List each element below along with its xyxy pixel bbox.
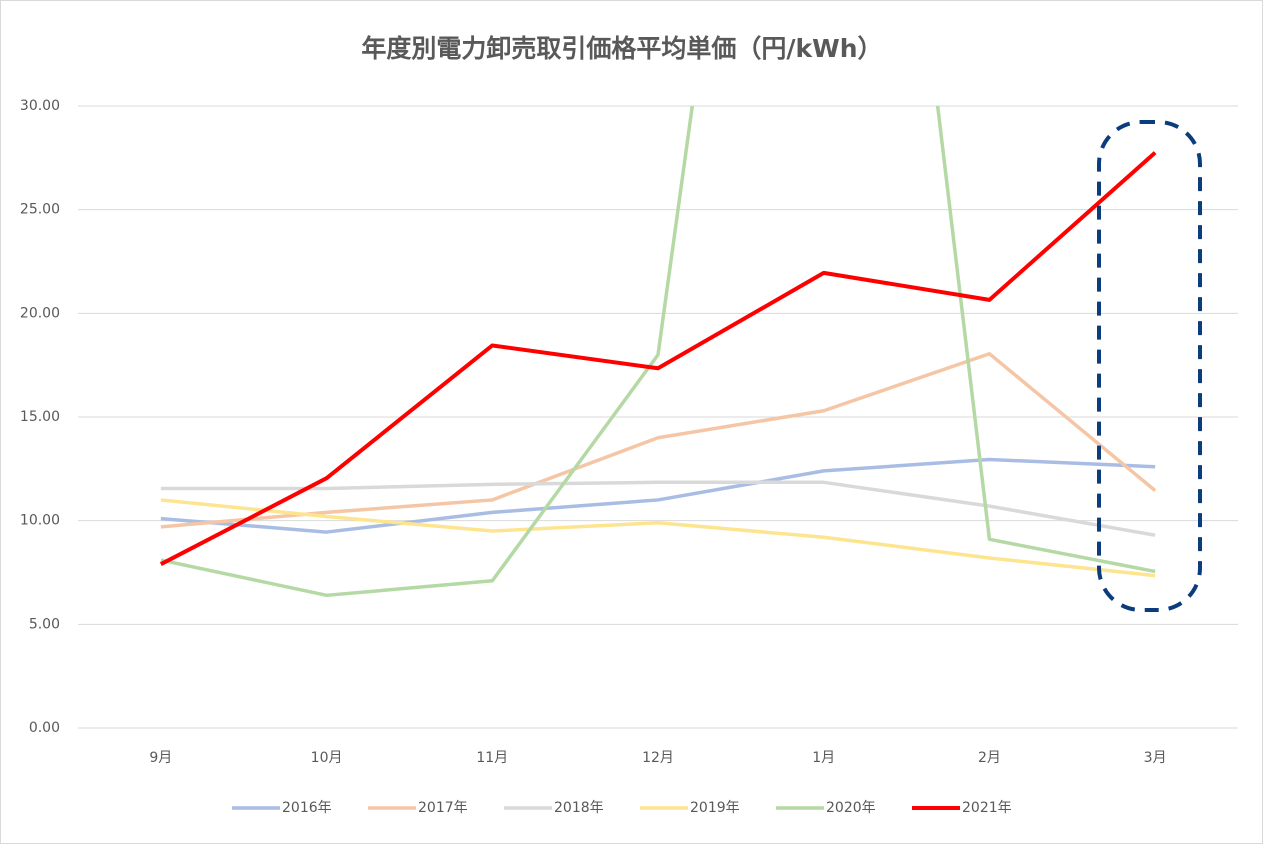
legend-label: 2016年: [282, 800, 332, 816]
highlight-ellipse: [1097, 120, 1202, 612]
series-line: [160, 457, 1156, 534]
y-tick-label: 5.00: [29, 616, 60, 632]
y-tick-label: 30.00: [20, 98, 60, 114]
y-tick-label: 10.00: [20, 513, 60, 529]
legend-label: 2020年: [826, 800, 876, 816]
chart-title: 年度別電力卸売取引価格平均単価（円/kWh）: [361, 34, 882, 63]
legend-label: 2021年: [962, 800, 1012, 816]
series-line: [160, 106, 1156, 598]
legend-label: 2019年: [690, 800, 740, 816]
x-tick-label: 1月: [812, 750, 835, 766]
x-tick-label: 2月: [978, 750, 1001, 766]
series-line: [160, 498, 1156, 578]
series-line: [160, 480, 1156, 537]
y-tick-label: 20.00: [20, 305, 60, 321]
y-tick-label: 15.00: [20, 409, 60, 425]
legend-label: 2017年: [418, 800, 468, 816]
y-tick-label: 25.00: [20, 202, 60, 218]
x-tick-label: 3月: [1144, 750, 1167, 766]
x-tick-label: 12月: [642, 750, 674, 766]
y-tick-label: 0.00: [29, 720, 60, 736]
x-tick-label: 9月: [149, 750, 172, 766]
x-tick-label: 10月: [311, 750, 343, 766]
series-line: [160, 352, 1157, 529]
x-tick-label: 11月: [476, 750, 508, 766]
legend-label: 2018年: [554, 800, 604, 816]
series-line: [159, 151, 1157, 566]
